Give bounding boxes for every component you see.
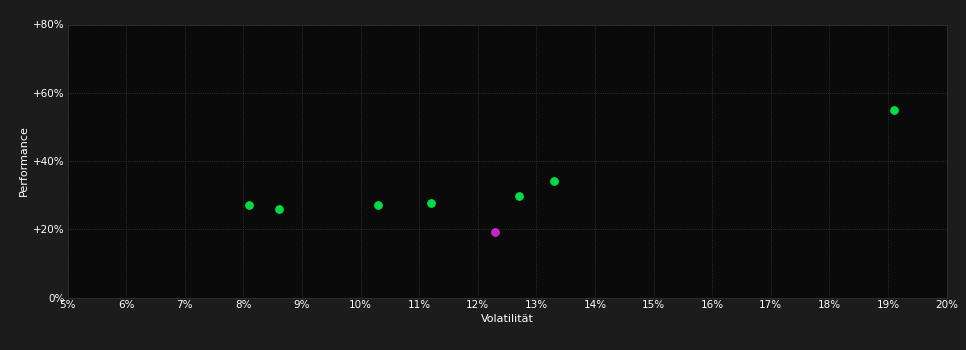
Point bbox=[511, 193, 526, 198]
Point bbox=[488, 229, 503, 234]
Point bbox=[242, 203, 257, 208]
Point bbox=[547, 178, 562, 184]
X-axis label: Volatilität: Volatilität bbox=[481, 314, 533, 324]
Y-axis label: Performance: Performance bbox=[19, 126, 29, 196]
Point bbox=[423, 200, 439, 205]
Point bbox=[886, 108, 901, 113]
Point bbox=[270, 206, 286, 212]
Point bbox=[371, 203, 386, 208]
